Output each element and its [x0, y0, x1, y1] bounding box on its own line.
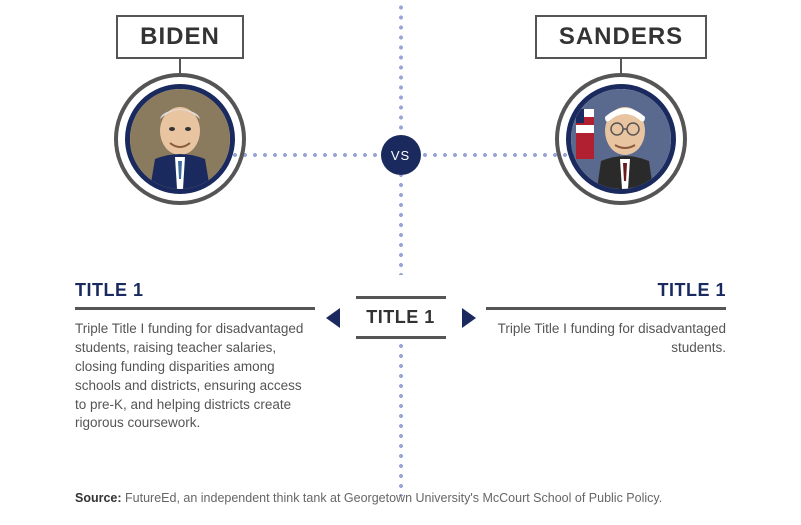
vs-badge: VS — [381, 135, 421, 175]
topic-label: TITLE 1 — [366, 307, 435, 328]
portrait-left — [125, 84, 235, 194]
avatar-sanders-icon — [571, 89, 671, 189]
source-text: FutureEd, an independent think tank at G… — [125, 491, 662, 505]
center-topic: TITLE 1 — [326, 296, 476, 339]
connector-line — [620, 59, 622, 73]
policy-rule — [75, 307, 315, 310]
source-line: Source: FutureEd, an independent think t… — [75, 491, 726, 505]
policy-left-title: TITLE 1 — [75, 280, 315, 307]
policy-right: TITLE 1 Triple Title I funding for disad… — [486, 280, 726, 358]
candidate-right: SANDERS — [511, 15, 731, 205]
dotted-vertical-bottom — [397, 336, 405, 496]
topic-box: TITLE 1 — [356, 296, 446, 339]
candidate-right-name: SANDERS — [535, 15, 707, 59]
dotted-vertical-top — [397, 0, 405, 135]
arrow-left-icon[interactable] — [326, 308, 340, 328]
candidate-left-name: BIDEN — [116, 15, 244, 59]
topic-rule — [356, 296, 446, 299]
portrait-right — [566, 84, 676, 194]
dotted-vertical-mid — [397, 175, 405, 275]
policy-right-body: Triple Title I funding for disadvantaged… — [486, 320, 726, 358]
policy-left: TITLE 1 Triple Title I funding for disad… — [75, 280, 315, 433]
candidate-left: BIDEN — [70, 15, 290, 205]
policy-right-title: TITLE 1 — [486, 280, 726, 307]
portrait-ring-right — [555, 73, 687, 205]
avatar-biden-icon — [130, 89, 230, 189]
policy-rule — [486, 307, 726, 310]
arrow-right-icon[interactable] — [462, 308, 476, 328]
topic-rule — [356, 336, 446, 339]
source-label: Source: — [75, 491, 122, 505]
portrait-ring-left — [114, 73, 246, 205]
connector-line — [179, 59, 181, 73]
policy-left-body: Triple Title I funding for disadvantaged… — [75, 320, 315, 433]
